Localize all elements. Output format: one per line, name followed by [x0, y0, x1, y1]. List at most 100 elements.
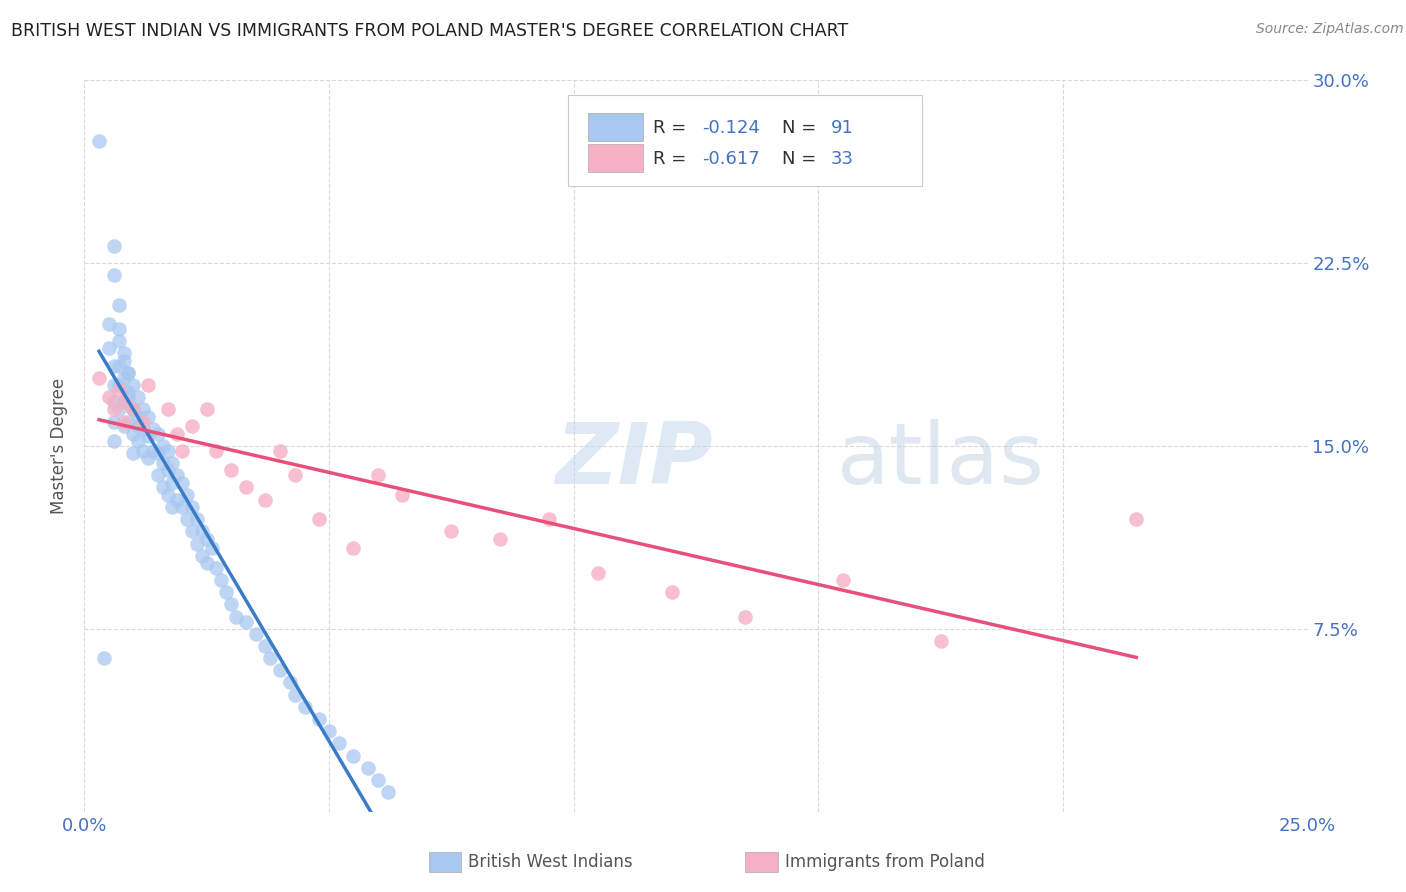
Point — [103, 359, 125, 373]
Point — [112, 395, 135, 409]
Point — [136, 409, 159, 424]
Point — [127, 390, 149, 404]
Point — [661, 585, 683, 599]
Point — [181, 419, 204, 434]
Text: atlas: atlas — [837, 419, 1045, 502]
Point — [136, 429, 159, 443]
Point — [122, 446, 145, 460]
Point — [831, 573, 853, 587]
Point — [146, 426, 169, 441]
Point — [219, 598, 242, 612]
Point — [107, 359, 129, 373]
Point — [284, 688, 307, 702]
Point — [225, 609, 247, 624]
Point — [181, 524, 204, 539]
Point — [112, 353, 135, 368]
Point — [219, 463, 242, 477]
Point — [377, 785, 399, 799]
Point — [152, 480, 174, 494]
Point — [136, 378, 159, 392]
Point — [195, 402, 218, 417]
Point — [586, 566, 609, 580]
Point — [176, 488, 198, 502]
Text: Source: ZipAtlas.com: Source: ZipAtlas.com — [1256, 22, 1403, 37]
Point — [166, 426, 188, 441]
Point — [117, 390, 139, 404]
Text: N =: N = — [782, 119, 821, 136]
Point — [162, 475, 184, 490]
Text: R =: R = — [654, 119, 692, 136]
Point — [93, 651, 115, 665]
Text: 33: 33 — [831, 150, 853, 168]
FancyBboxPatch shape — [588, 113, 644, 141]
Point — [142, 422, 165, 436]
Point — [132, 422, 155, 436]
Point — [538, 512, 561, 526]
Text: 91: 91 — [831, 119, 853, 136]
Point — [103, 434, 125, 449]
Point — [112, 346, 135, 360]
Point — [205, 561, 228, 575]
Point — [97, 317, 120, 331]
Point — [142, 443, 165, 458]
Point — [186, 536, 208, 550]
Point — [929, 634, 952, 648]
Point — [357, 761, 380, 775]
Point — [127, 409, 149, 424]
Point — [127, 419, 149, 434]
Point — [127, 434, 149, 449]
Point — [107, 297, 129, 311]
Point — [132, 443, 155, 458]
Point — [391, 488, 413, 502]
Point — [195, 532, 218, 546]
Point — [156, 443, 179, 458]
Point — [103, 415, 125, 429]
Point — [166, 468, 188, 483]
Point — [284, 468, 307, 483]
Point — [112, 415, 135, 429]
Point — [152, 439, 174, 453]
Text: ZIP: ZIP — [555, 419, 713, 502]
Point — [489, 532, 512, 546]
Text: BRITISH WEST INDIAN VS IMMIGRANTS FROM POLAND MASTER'S DEGREE CORRELATION CHART: BRITISH WEST INDIAN VS IMMIGRANTS FROM P… — [11, 22, 848, 40]
Point — [136, 451, 159, 466]
Point — [107, 378, 129, 392]
Point — [235, 480, 257, 494]
Point — [269, 663, 291, 677]
Point — [318, 724, 340, 739]
Point — [308, 712, 330, 726]
Point — [117, 366, 139, 380]
Point — [156, 463, 179, 477]
Point — [166, 492, 188, 507]
Text: -0.124: -0.124 — [702, 119, 761, 136]
Point — [328, 736, 350, 750]
Point — [294, 699, 316, 714]
Point — [254, 492, 277, 507]
Point — [342, 748, 364, 763]
Point — [440, 524, 463, 539]
Point — [254, 639, 277, 653]
Point — [156, 488, 179, 502]
Point — [87, 370, 110, 384]
Point — [103, 402, 125, 417]
FancyBboxPatch shape — [568, 95, 922, 186]
Point — [97, 390, 120, 404]
Point — [195, 556, 218, 570]
Point — [122, 378, 145, 392]
Text: British West Indians: British West Indians — [468, 853, 633, 871]
Point — [156, 402, 179, 417]
Point — [87, 134, 110, 148]
Point — [112, 395, 135, 409]
Point — [259, 651, 281, 665]
Point — [107, 322, 129, 336]
Point — [191, 549, 214, 563]
Point — [200, 541, 222, 556]
Point — [103, 268, 125, 283]
Point — [122, 402, 145, 417]
Point — [97, 342, 120, 356]
Point — [1125, 512, 1147, 526]
Point — [367, 772, 389, 787]
Point — [107, 402, 129, 417]
Point — [235, 615, 257, 629]
Point — [181, 500, 204, 514]
